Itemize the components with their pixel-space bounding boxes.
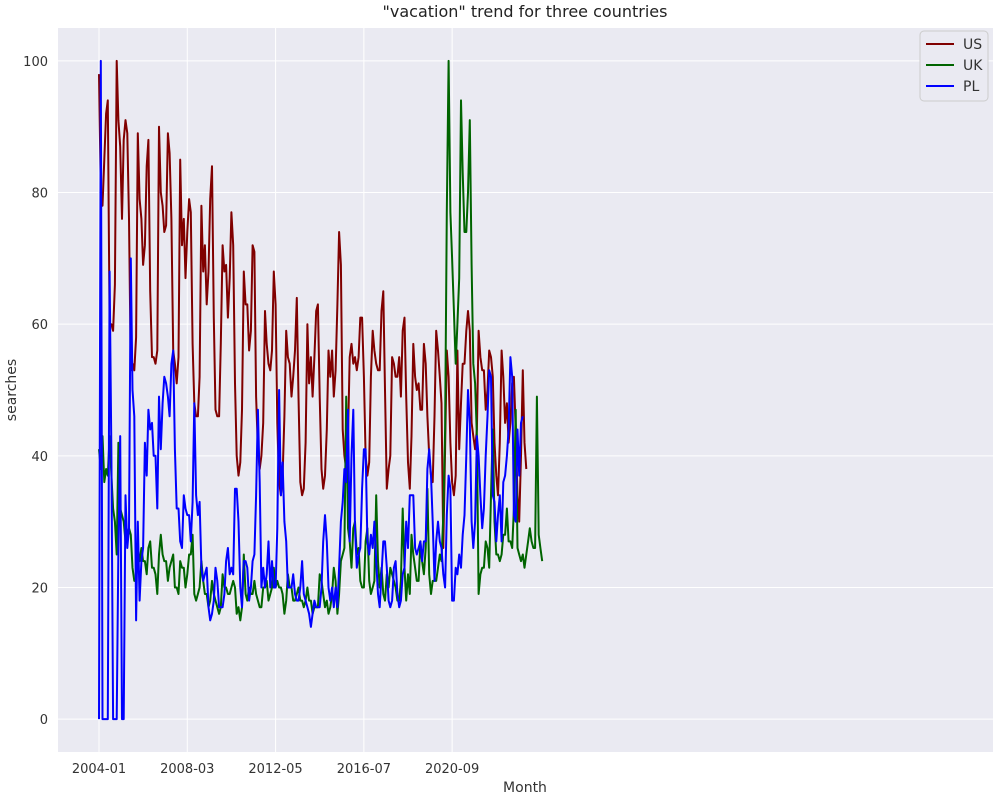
y-tick-label: 100 (23, 55, 48, 70)
y-axis-label: searches (4, 359, 20, 421)
y-tick-label: 60 (31, 318, 48, 333)
y-tick-label: 20 (31, 581, 48, 596)
y-tick-label: 80 (31, 187, 48, 202)
legend-label-us: US (963, 37, 982, 53)
x-tick-label: 2016-07 (337, 762, 391, 777)
ticks: 0 20 40 60 80 100 2004-01 2008-03 2012-05 2016-07… (23, 55, 479, 777)
legend-label-uk: UK (963, 58, 983, 74)
x-tick-label: 2004-01 (72, 762, 126, 777)
plot-background (58, 28, 993, 752)
series-layer (98, 59, 544, 721)
series-line-us (98, 59, 528, 549)
legend-label-pl: PL (963, 79, 979, 95)
chart-title: "vacation" trend for three countries (383, 2, 668, 21)
y-tick-label: 40 (31, 450, 48, 465)
x-axis-label: Month (503, 780, 547, 796)
x-tick-label: 2008-03 (160, 762, 214, 777)
y-tick-label: 0 (40, 713, 48, 728)
x-tick-label: 2020-09 (425, 762, 479, 777)
legend: US UK PL (919, 30, 989, 102)
x-tick-label: 2012-05 (248, 762, 302, 777)
series-line-pl (98, 59, 524, 721)
series-line-uk (98, 59, 544, 622)
